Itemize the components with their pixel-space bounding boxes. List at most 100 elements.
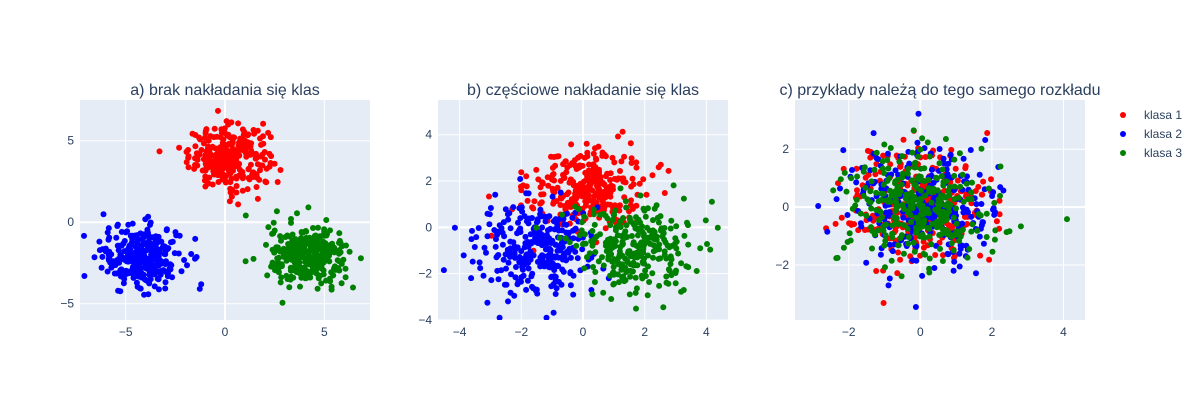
data-point (881, 242, 888, 249)
data-point (220, 145, 227, 151)
data-point (524, 277, 531, 284)
data-point (965, 209, 971, 216)
data-point (250, 255, 257, 262)
legend-item-klasa-3[interactable]: klasa 3 (1120, 146, 1182, 160)
data-point (138, 249, 145, 256)
data-point (523, 183, 530, 190)
data-point (880, 227, 887, 234)
data-point (297, 266, 304, 273)
data-point (242, 212, 249, 219)
legend[interactable]: klasa 1 klasa 2 klasa 3 (1120, 108, 1182, 160)
data-point (928, 172, 935, 179)
data-point (644, 205, 651, 212)
data-point (570, 291, 577, 298)
data-point (303, 234, 310, 241)
data-point (860, 168, 867, 175)
data-point (302, 228, 309, 235)
data-point (684, 219, 690, 226)
data-point (528, 273, 535, 280)
data-point (502, 206, 509, 213)
data-point (966, 246, 973, 252)
data-point (992, 209, 999, 216)
legend-item-klasa-1[interactable]: klasa 1 (1120, 108, 1182, 122)
data-point (632, 225, 639, 232)
data-point (528, 240, 535, 247)
data-point (877, 208, 884, 215)
data-point (884, 198, 891, 205)
data-point (609, 154, 616, 161)
data-point (552, 291, 559, 297)
data-point (471, 244, 478, 250)
data-point (184, 262, 190, 269)
data-point (983, 234, 990, 240)
data-point (594, 173, 601, 180)
data-point (176, 144, 183, 151)
data-point (642, 273, 649, 279)
data-point (338, 280, 345, 287)
data-point (283, 255, 290, 262)
data-point (633, 159, 640, 166)
data-point (596, 194, 603, 201)
data-point (888, 257, 895, 264)
data-point (680, 195, 687, 202)
data-point (895, 242, 902, 249)
data-point (469, 227, 475, 234)
data-point (155, 276, 162, 283)
data-point (926, 153, 933, 160)
x-tick-label: −2 (842, 325, 856, 339)
data-point (568, 196, 575, 203)
data-point (183, 148, 190, 155)
data-point (162, 251, 169, 258)
data-point (137, 230, 144, 237)
data-point (279, 299, 286, 306)
data-point (869, 245, 875, 252)
data-point (336, 230, 343, 237)
data-point (521, 213, 528, 220)
data-point (599, 254, 605, 261)
data-point (585, 186, 592, 193)
data-point (643, 191, 650, 198)
data-point (214, 133, 220, 140)
data-point (533, 224, 540, 231)
data-point (200, 140, 207, 147)
data-point (494, 267, 501, 274)
data-point (980, 178, 987, 185)
data-point (209, 181, 216, 188)
data-point (623, 204, 630, 211)
data-point (633, 285, 640, 292)
data-point (132, 267, 139, 274)
data-point (583, 140, 590, 147)
data-point (942, 194, 949, 201)
data-point (658, 225, 665, 232)
data-point (611, 236, 618, 243)
data-point (641, 238, 648, 245)
data-point (239, 187, 246, 194)
data-point (523, 190, 530, 197)
data-point (608, 251, 615, 258)
data-point (959, 204, 966, 211)
data-point (257, 167, 263, 174)
data-point (468, 236, 475, 243)
data-point (265, 224, 272, 231)
data-point (964, 254, 971, 261)
points-layer (81, 107, 364, 306)
data-point (815, 203, 822, 209)
data-point (854, 187, 860, 194)
data-point (313, 266, 320, 273)
data-point (274, 179, 281, 185)
data-point (899, 203, 906, 209)
data-point (552, 241, 559, 248)
data-point (537, 254, 544, 261)
data-point (908, 177, 915, 184)
data-point (880, 181, 887, 188)
data-point (628, 160, 635, 166)
legend-item-klasa-2[interactable]: klasa 2 (1120, 127, 1182, 141)
data-point (953, 205, 959, 212)
data-point (593, 199, 600, 206)
data-point (951, 156, 958, 163)
data-point (260, 133, 266, 140)
data-point (667, 261, 674, 267)
data-point (614, 232, 621, 239)
data-point (707, 246, 714, 253)
